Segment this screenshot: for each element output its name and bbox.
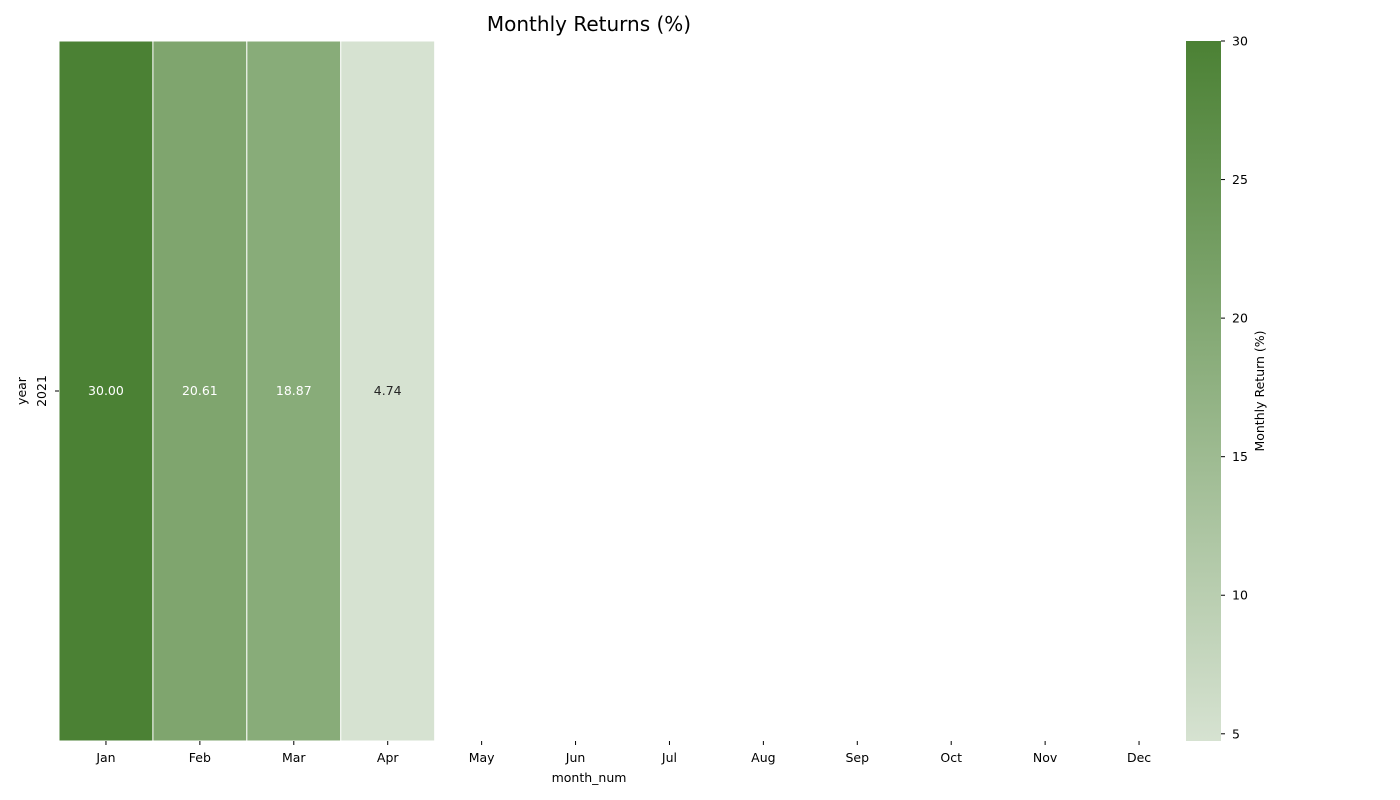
- x-axis-label: month_num: [552, 770, 627, 785]
- x-tick-label: Nov: [1033, 750, 1058, 765]
- x-axis: Jan Feb Mar Apr May Jun Jul Aug Sep Oct Nov Dec: [95, 741, 1151, 765]
- colorbar-tick-label: 25: [1232, 172, 1248, 187]
- y-tick-label: 2021: [34, 375, 49, 407]
- colorbar-tick-label: 15: [1232, 449, 1248, 464]
- colorbar-tick-label: 10: [1232, 588, 1248, 603]
- x-tick-label: Jan: [95, 750, 115, 765]
- x-tick-label: May: [469, 750, 495, 765]
- heatmap-cell: [152, 40, 248, 742]
- colorbar-ticks: 5 10 15 20 25 30: [1221, 34, 1248, 741]
- chart-title: Monthly Returns (%): [487, 12, 691, 36]
- heatmap-cell-labels: 30.00 20.61 18.87 4.74: [88, 383, 402, 398]
- heatmap-cell-label: 18.87: [276, 383, 312, 398]
- colorbar-tick-label: 5: [1232, 726, 1240, 741]
- colorbar-tick-label: 20: [1232, 311, 1248, 326]
- colorbar-label: Monthly Return (%): [1252, 330, 1267, 451]
- heatmap-cell-label: 4.74: [374, 383, 402, 398]
- x-tick-label: Oct: [940, 750, 962, 765]
- x-tick-label: Sep: [846, 750, 870, 765]
- heatmap-cells: [58, 40, 436, 742]
- colorbar: [1186, 41, 1221, 741]
- x-tick-label: Feb: [189, 750, 211, 765]
- y-axis-label: year: [14, 376, 29, 405]
- colorbar-tick-label: 30: [1232, 34, 1248, 49]
- x-tick-label: Apr: [377, 750, 399, 765]
- heatmap-cell-label: 20.61: [182, 383, 218, 398]
- heatmap-cell: [340, 40, 436, 742]
- x-tick-label: Mar: [282, 750, 306, 765]
- x-tick-label: Jul: [661, 750, 677, 765]
- x-tick-label: Dec: [1127, 750, 1151, 765]
- y-axis: 2021: [34, 375, 59, 407]
- x-tick-label: Aug: [751, 750, 775, 765]
- heatmap-cell: [246, 40, 342, 742]
- heatmap-cell-label: 30.00: [88, 383, 124, 398]
- x-tick-label: Jun: [565, 750, 586, 765]
- heatmap-cell: [58, 40, 154, 742]
